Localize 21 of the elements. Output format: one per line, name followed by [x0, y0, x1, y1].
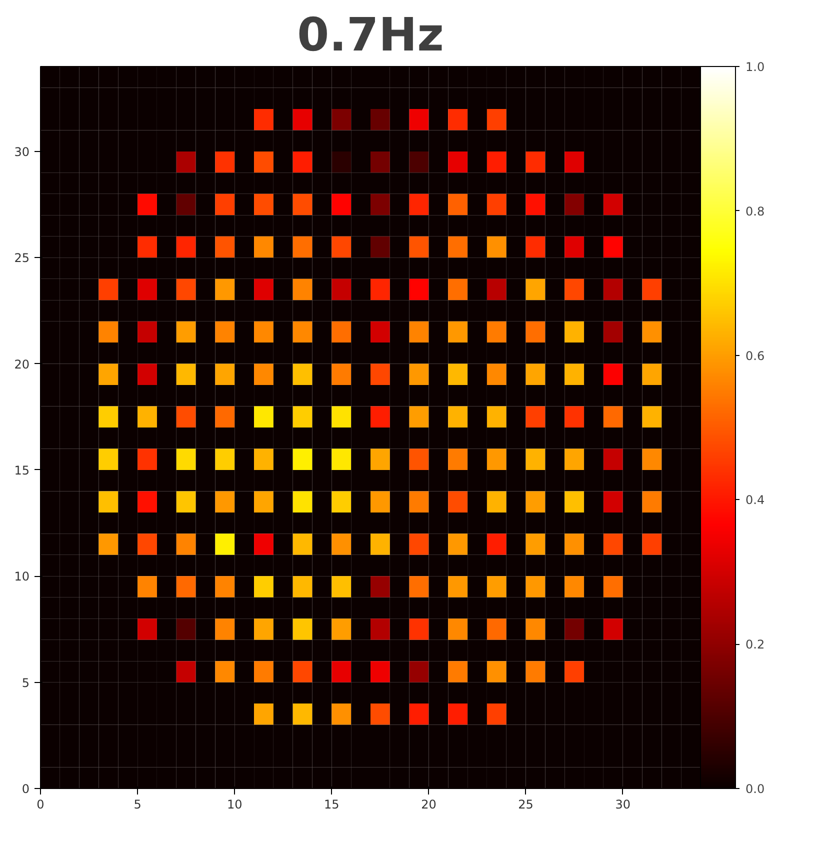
y-tick-label: 10	[14, 570, 30, 584]
y-tick-label: 25	[14, 251, 30, 266]
y-tick-label: 0	[22, 782, 30, 796]
chart-title: 0.7Hz	[297, 8, 444, 62]
x-tick-label: 0	[36, 798, 44, 812]
x-tick-label: 25	[518, 798, 534, 812]
x-tick-label: 30	[615, 798, 630, 812]
color-bar-label: 1.0	[746, 60, 765, 74]
x-tick-label: 15	[324, 798, 340, 812]
color-bar-label: 0.4	[746, 493, 765, 508]
y-tick-label: 5	[22, 676, 30, 690]
x-tick-label: 5	[134, 798, 142, 812]
y-tick-label: 30	[14, 144, 30, 159]
color-bar-label: 0.2	[746, 638, 765, 652]
color-bar-label: 0.8	[746, 204, 765, 218]
y-tick-label: 20	[14, 357, 30, 372]
x-tick-label: 20	[421, 798, 436, 812]
x-tick-label: 10	[226, 798, 242, 812]
y-tick-label: 15	[14, 463, 30, 478]
color-bar-label: 0.6	[746, 348, 765, 363]
color-bar-label: 0.0	[746, 782, 765, 796]
